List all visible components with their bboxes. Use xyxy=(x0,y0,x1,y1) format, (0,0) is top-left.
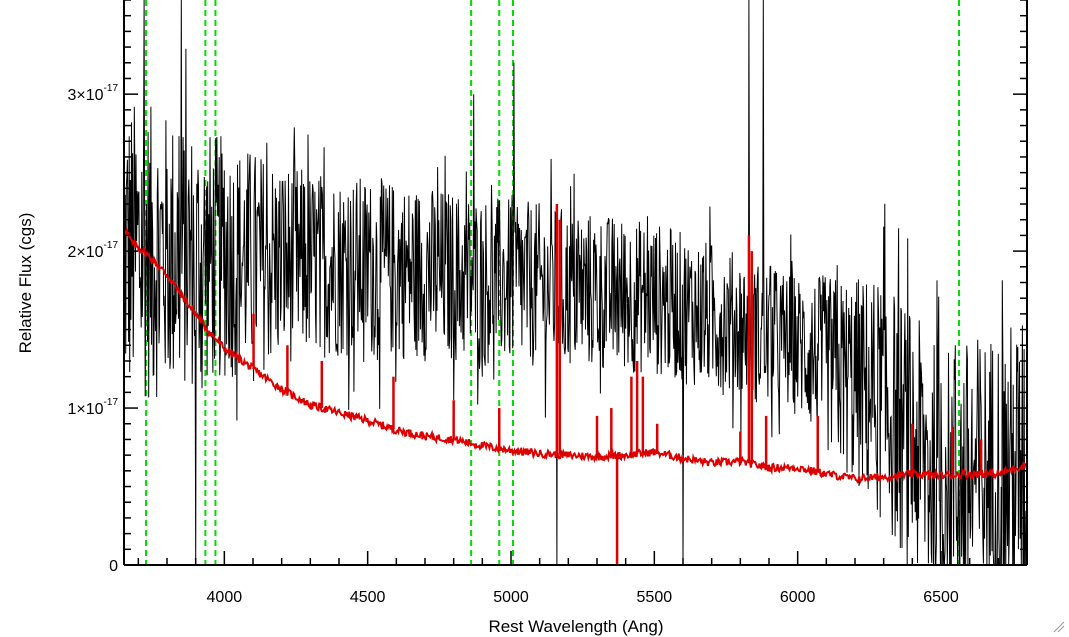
x-tick-label: 6000 xyxy=(780,589,816,606)
y-tick-label: 1×10-17 xyxy=(68,397,119,418)
x-tick-label: 4000 xyxy=(207,589,243,606)
x-tick-label: 5000 xyxy=(493,589,529,606)
y-tick-label: 3×10-17 xyxy=(68,83,119,104)
x-axis-ticks: 4000 4500 5000 5500 6000 6500 xyxy=(137,551,1028,606)
x-tick-label: 6500 xyxy=(923,589,959,606)
y-tick-label: 2×10-17 xyxy=(68,240,119,261)
observed-spectrum-line xyxy=(124,0,1027,565)
y-tick-exponent: -17 xyxy=(104,397,119,408)
model-spectrum-line xyxy=(124,227,1027,485)
y-tick-exponent: -17 xyxy=(104,83,119,94)
x-tick-label: 4500 xyxy=(350,589,386,606)
x-axis-title: Rest Wavelength (Ang) xyxy=(488,617,663,636)
y-tick-label: 0 xyxy=(109,558,118,575)
resize-grip-icon[interactable] xyxy=(1053,621,1065,633)
model-spectrum-series xyxy=(124,204,1027,565)
y-axis-title: Relative Flux (cgs) xyxy=(16,213,35,354)
x-tick-label: 5500 xyxy=(637,589,673,606)
y-tick-exponent: -17 xyxy=(104,240,119,251)
observed-spectrum-series xyxy=(124,0,1027,565)
